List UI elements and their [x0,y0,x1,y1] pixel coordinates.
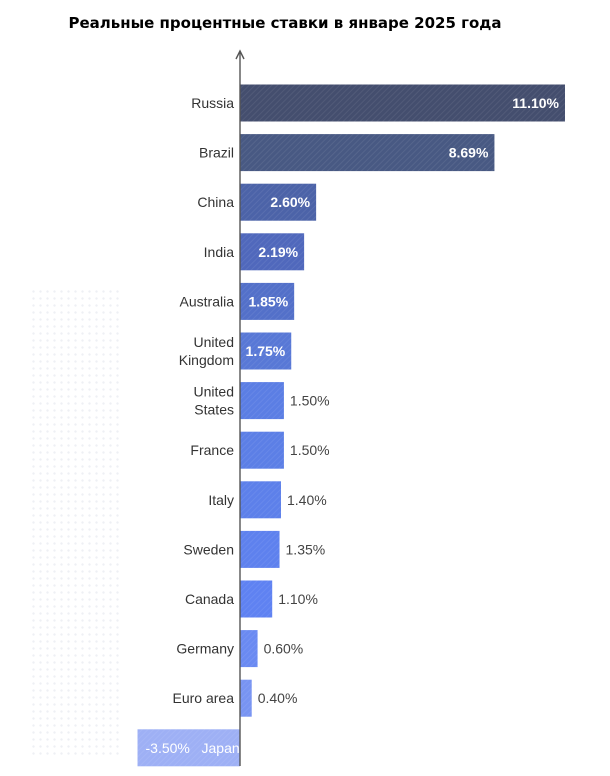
category-labels-group: Russia Brazil China India Australia United Kin… [173,95,240,756]
bar-hatch [240,481,281,519]
bars-group [137,84,565,767]
category-label-japan: Japan [202,740,240,756]
category-label-canada: Canada [185,591,234,607]
bar-russia [240,84,565,122]
value-label-italy: 1.40% [287,492,327,508]
category-label-line: Sweden [183,541,234,557]
category-label-russia: Russia [191,95,234,111]
category-label-line: Brazil [199,145,234,161]
category-label-line: Australia [180,293,235,309]
bar-hatch [240,580,273,618]
value-label-china: 2.60% [270,194,310,210]
value-label-australia: 1.85% [248,293,288,309]
bar-germany [240,630,258,668]
bar-hatch [240,630,258,668]
category-label-germany: Germany [176,641,234,657]
bar-hatch [240,530,280,568]
bar-france [240,431,284,469]
bar-japan [137,729,240,767]
category-label-china: China [197,194,234,210]
category-label-france: France [190,442,234,458]
value-label-germany: 0.60% [264,641,304,657]
bar-united-states [240,382,284,420]
value-label-india: 2.19% [258,244,298,260]
category-label-india: India [204,244,235,260]
category-label-line: Italy [208,492,234,508]
bar-italy [240,481,281,519]
value-label-france: 1.50% [290,442,330,458]
bar-hatch [240,233,305,271]
value-label-canada: 1.10% [278,591,318,607]
category-label-line: United [194,334,234,350]
axis-arrow-icon [235,49,245,60]
category-label-australia: Australia [180,293,235,309]
category-label-line: Germany [176,641,234,657]
category-label-line: Kingdom [179,352,234,368]
category-label-united-kingdom: United Kingdom [179,334,234,368]
category-label-euro-area: Euro area [173,690,235,706]
category-label-sweden: Sweden [183,541,234,557]
bar-hatch [240,431,284,469]
category-label-line: States [194,402,234,418]
y-axis [235,49,245,766]
value-label-united-kingdom: 1.75% [246,343,286,359]
bar-hatch [240,382,284,420]
category-label-line: China [197,194,234,210]
bar-hatch [240,84,565,122]
bar-china [240,183,317,221]
bar-hatch [240,282,295,320]
category-label-line: United [194,384,234,400]
value-label-brazil: 8.69% [449,145,489,161]
bar-hatch [137,729,240,767]
category-label-line: India [204,244,235,260]
value-label-united-states: 1.50% [290,393,330,409]
dotted-background [30,288,120,758]
bar-sweden [240,530,280,568]
category-label-line: Japan [202,740,240,756]
chart-title: Реальные процентные ставки в январе 2025… [68,14,502,32]
value-label-sweden: 1.35% [286,541,326,557]
category-label-italy: Italy [208,492,234,508]
bar-euro-area [240,679,252,717]
value-label-japan: -3.50% [146,740,190,756]
value-label-euro-area: 0.40% [258,690,298,706]
bar-united-kingdom [240,332,292,370]
category-label-line: Russia [191,95,234,111]
bar-brazil [240,134,495,172]
category-label-line: Canada [185,591,234,607]
bar-hatch [240,134,495,172]
bar-hatch [240,679,252,717]
bar-india [240,233,305,271]
category-label-line: Euro area [173,690,235,706]
category-label-brazil: Brazil [199,145,234,161]
value-label-russia: 11.10% [512,95,559,111]
category-label-united-states: United States [194,384,234,418]
category-label-line: France [190,442,234,458]
bar-hatch [240,332,292,370]
bar-hatch [240,183,317,221]
bar-australia [240,282,295,320]
bar-canada [240,580,273,618]
value-labels-group: 11.10% 8.69% 2.60% 2.19% 1.85% 1.75% 1.50% 1.50… [146,95,560,756]
